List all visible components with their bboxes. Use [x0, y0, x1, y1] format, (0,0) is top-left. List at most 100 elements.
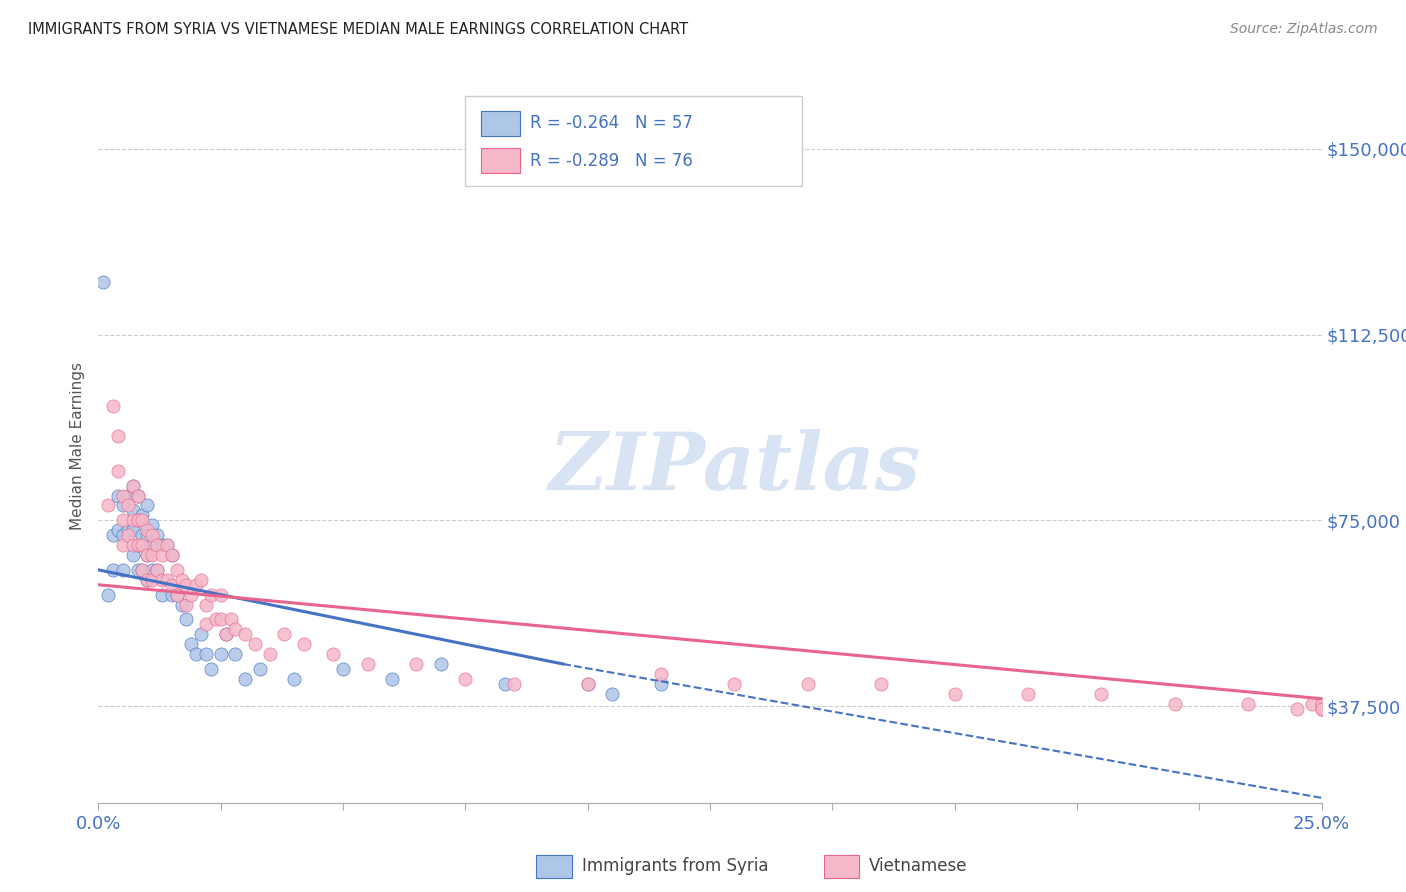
- Point: [176, 578, 198, 592]
- Point: [101, 563, 124, 577]
- Point: [156, 538, 179, 552]
- Point: [209, 612, 232, 626]
- Point: [650, 677, 672, 691]
- Point: [186, 647, 208, 661]
- Point: [273, 627, 295, 641]
- Point: [160, 588, 183, 602]
- Point: [405, 657, 427, 671]
- Point: [127, 513, 149, 527]
- Point: [121, 503, 143, 517]
- Point: [117, 523, 139, 537]
- Point: [166, 563, 188, 577]
- Point: [146, 563, 169, 577]
- Point: [209, 588, 232, 602]
- Point: [356, 657, 378, 671]
- Point: [127, 563, 149, 577]
- Point: [195, 617, 218, 632]
- Point: [1310, 701, 1333, 715]
- Point: [111, 563, 134, 577]
- Point: [176, 612, 198, 626]
- Point: [121, 478, 143, 492]
- Point: [1310, 701, 1333, 715]
- Point: [141, 538, 163, 552]
- Point: [127, 513, 149, 527]
- Point: [1286, 701, 1309, 715]
- Point: [322, 647, 344, 661]
- Point: [186, 578, 208, 592]
- Point: [111, 528, 134, 542]
- Point: [1310, 697, 1333, 711]
- Point: [233, 627, 256, 641]
- Point: [150, 588, 173, 602]
- Point: [332, 662, 354, 676]
- Point: [150, 548, 173, 562]
- Point: [141, 518, 163, 533]
- Point: [107, 523, 129, 537]
- Point: [136, 499, 159, 513]
- Point: [190, 573, 212, 587]
- Point: [111, 538, 134, 552]
- Point: [117, 499, 139, 513]
- Point: [136, 548, 159, 562]
- Point: [127, 489, 149, 503]
- Point: [160, 578, 183, 592]
- Point: [131, 563, 153, 577]
- Point: [205, 612, 228, 626]
- Text: R = -0.289   N = 76: R = -0.289 N = 76: [530, 152, 693, 169]
- Point: [943, 687, 966, 701]
- Point: [600, 687, 623, 701]
- Point: [650, 667, 672, 681]
- Point: [117, 489, 139, 503]
- Point: [1164, 697, 1187, 711]
- Point: [136, 573, 159, 587]
- Point: [111, 489, 134, 503]
- Point: [233, 672, 256, 686]
- Point: [576, 677, 599, 691]
- Point: [1310, 697, 1333, 711]
- Point: [180, 588, 202, 602]
- Point: [176, 598, 198, 612]
- Point: [97, 499, 120, 513]
- Point: [156, 538, 179, 552]
- Point: [195, 598, 218, 612]
- Point: [797, 677, 820, 691]
- Point: [870, 677, 893, 691]
- Text: Immigrants from Syria: Immigrants from Syria: [582, 856, 768, 874]
- Point: [107, 464, 129, 478]
- Point: [141, 573, 163, 587]
- Point: [101, 528, 124, 542]
- Point: [160, 548, 183, 562]
- Point: [111, 513, 134, 527]
- Point: [111, 499, 134, 513]
- FancyBboxPatch shape: [536, 855, 572, 878]
- Y-axis label: Median Male Earnings: Median Male Earnings: [70, 362, 86, 530]
- Point: [136, 523, 159, 537]
- Point: [209, 647, 232, 661]
- Point: [160, 548, 183, 562]
- Point: [259, 647, 281, 661]
- FancyBboxPatch shape: [481, 112, 520, 136]
- Point: [219, 612, 242, 626]
- Point: [127, 538, 149, 552]
- Point: [156, 573, 179, 587]
- Point: [91, 276, 114, 290]
- Text: IMMIGRANTS FROM SYRIA VS VIETNAMESE MEDIAN MALE EARNINGS CORRELATION CHART: IMMIGRANTS FROM SYRIA VS VIETNAMESE MEDI…: [28, 22, 689, 37]
- Point: [1301, 697, 1323, 711]
- Point: [224, 623, 246, 637]
- Text: Source: ZipAtlas.com: Source: ZipAtlas.com: [1230, 22, 1378, 37]
- Point: [430, 657, 453, 671]
- Point: [180, 637, 202, 651]
- Point: [243, 637, 266, 651]
- Point: [107, 429, 129, 443]
- Point: [131, 528, 153, 542]
- Point: [121, 478, 143, 492]
- Point: [200, 662, 222, 676]
- Point: [131, 508, 153, 523]
- Point: [136, 528, 159, 542]
- Point: [121, 523, 143, 537]
- Point: [146, 528, 169, 542]
- Point: [127, 538, 149, 552]
- Point: [249, 662, 271, 676]
- Point: [136, 548, 159, 562]
- Point: [141, 528, 163, 542]
